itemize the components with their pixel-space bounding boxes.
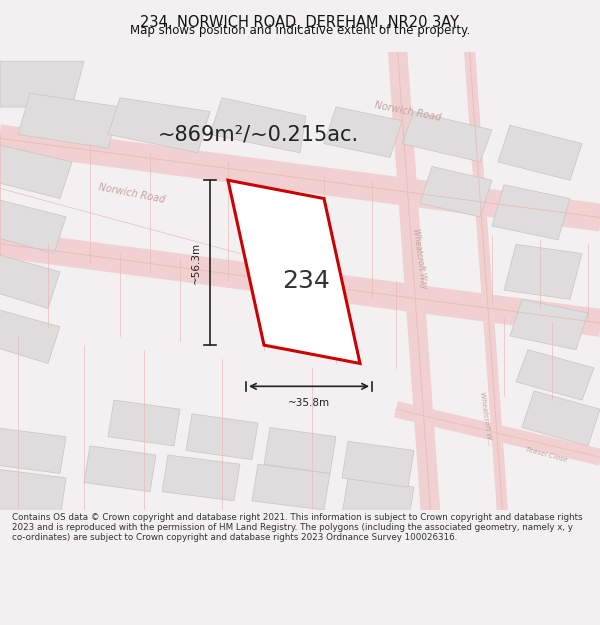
Polygon shape xyxy=(0,144,72,199)
Polygon shape xyxy=(210,98,306,152)
Text: ~56.3m: ~56.3m xyxy=(191,242,201,284)
Polygon shape xyxy=(420,166,492,217)
Polygon shape xyxy=(0,199,66,254)
Text: Norwich Road: Norwich Road xyxy=(98,182,166,206)
Text: Wheatcroft W...: Wheatcroft W... xyxy=(479,391,493,446)
Polygon shape xyxy=(498,125,582,180)
Polygon shape xyxy=(0,428,66,473)
Text: Wheatcroft Way: Wheatcroft Way xyxy=(411,228,429,289)
Polygon shape xyxy=(108,98,210,152)
Polygon shape xyxy=(264,428,336,473)
Text: Teasel Close: Teasel Close xyxy=(524,447,568,464)
Polygon shape xyxy=(84,446,156,492)
Polygon shape xyxy=(0,469,66,519)
Polygon shape xyxy=(492,185,570,240)
Polygon shape xyxy=(108,400,180,446)
Text: ~869m²/~0.215ac.: ~869m²/~0.215ac. xyxy=(157,124,359,144)
Polygon shape xyxy=(228,180,360,364)
Polygon shape xyxy=(504,244,582,299)
Polygon shape xyxy=(252,464,330,510)
Polygon shape xyxy=(186,414,258,459)
Polygon shape xyxy=(342,478,414,524)
Text: Contains OS data © Crown copyright and database right 2021. This information is : Contains OS data © Crown copyright and d… xyxy=(12,512,583,542)
Polygon shape xyxy=(0,309,60,364)
Text: Norwich Road: Norwich Road xyxy=(374,100,442,123)
Polygon shape xyxy=(162,455,240,501)
Polygon shape xyxy=(18,93,120,148)
Polygon shape xyxy=(516,350,594,400)
Text: 234: 234 xyxy=(282,269,330,293)
Polygon shape xyxy=(324,107,402,158)
Text: 234, NORWICH ROAD, DEREHAM, NR20 3AY: 234, NORWICH ROAD, DEREHAM, NR20 3AY xyxy=(140,14,460,29)
Polygon shape xyxy=(0,61,84,107)
Text: Map shows position and indicative extent of the property.: Map shows position and indicative extent… xyxy=(130,24,470,38)
Polygon shape xyxy=(402,111,492,162)
Polygon shape xyxy=(0,254,60,309)
Polygon shape xyxy=(510,299,588,350)
Polygon shape xyxy=(522,391,600,446)
Text: ~35.8m: ~35.8m xyxy=(288,398,330,408)
Polygon shape xyxy=(342,441,414,487)
